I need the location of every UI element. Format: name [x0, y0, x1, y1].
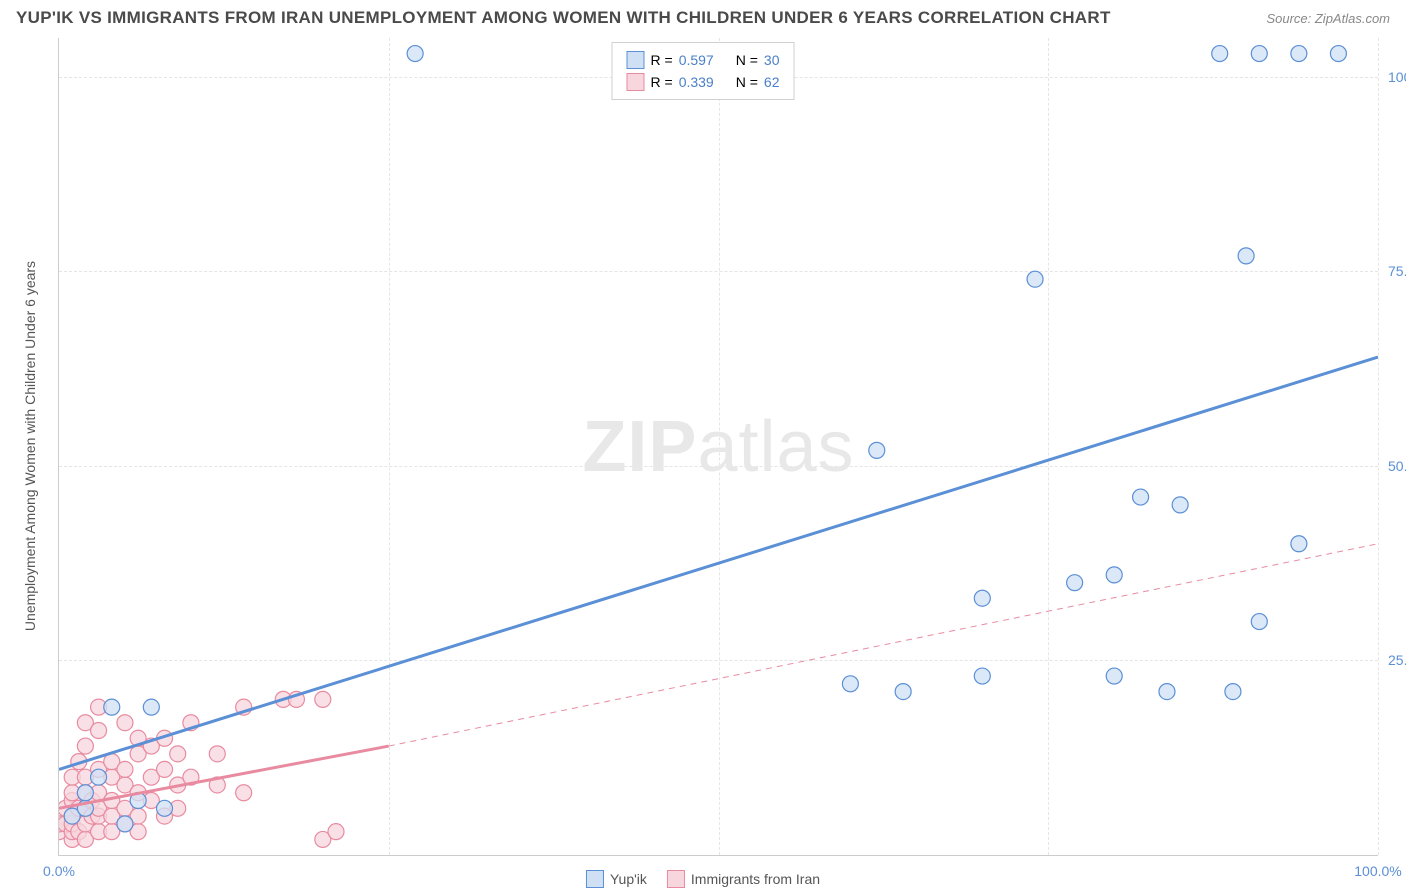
- scatter-svg: [59, 38, 1378, 855]
- y-tick-label: 25.0%: [1380, 652, 1406, 668]
- swatch-iran: [627, 73, 645, 91]
- r-label: R =: [651, 52, 673, 68]
- y-tick-label: 100.0%: [1380, 69, 1406, 85]
- swatch-iran: [667, 870, 685, 888]
- n-label: N =: [736, 74, 758, 90]
- y-tick-label: 50.0%: [1380, 458, 1406, 474]
- legend-item-yupik: Yup'ik: [586, 870, 647, 888]
- swatch-yupik: [627, 51, 645, 69]
- n-label: N =: [736, 52, 758, 68]
- legend-label: Immigrants from Iran: [691, 871, 820, 887]
- swatch-yupik: [586, 870, 604, 888]
- y-axis-label: Unemployment Among Women with Children U…: [22, 261, 38, 631]
- r-value: 0.339: [679, 74, 714, 90]
- x-tick-label: 100.0%: [1354, 863, 1401, 879]
- n-value: 62: [764, 74, 780, 90]
- legend-label: Yup'ik: [610, 871, 647, 887]
- r-value: 0.597: [679, 52, 714, 68]
- x-tick-label: 0.0%: [43, 863, 75, 879]
- correlation-legend: R = 0.597 N = 30 R = 0.339 N = 62: [612, 42, 795, 100]
- legend-item-iran: Immigrants from Iran: [667, 870, 820, 888]
- legend-row-iran: R = 0.339 N = 62: [627, 71, 780, 93]
- source-label: Source: ZipAtlas.com: [1266, 11, 1390, 26]
- chart-plot-area: ZIPatlas 25.0%50.0%75.0%100.0%0.0%100.0%: [58, 38, 1378, 856]
- legend-row-yupik: R = 0.597 N = 30: [627, 49, 780, 71]
- r-label: R =: [651, 74, 673, 90]
- n-value: 30: [764, 52, 780, 68]
- chart-title: YUP'IK VS IMMIGRANTS FROM IRAN UNEMPLOYM…: [16, 8, 1111, 28]
- series-legend: Yup'ik Immigrants from Iran: [586, 870, 820, 888]
- y-tick-label: 75.0%: [1380, 263, 1406, 279]
